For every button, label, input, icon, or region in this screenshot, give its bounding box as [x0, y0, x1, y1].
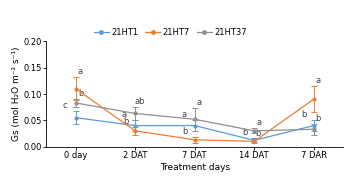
X-axis label: Treatment days: Treatment days	[160, 163, 230, 172]
Text: b: b	[123, 117, 129, 126]
Text: b: b	[242, 128, 247, 137]
Y-axis label: Gs (mol H₂O m⁻² s⁻¹): Gs (mol H₂O m⁻² s⁻¹)	[12, 47, 21, 141]
Text: b: b	[78, 89, 83, 98]
Text: b: b	[302, 110, 307, 119]
Text: a: a	[78, 67, 83, 76]
Text: c: c	[63, 101, 67, 110]
Text: a: a	[197, 98, 202, 107]
Text: b: b	[183, 127, 188, 136]
Text: ab: ab	[135, 97, 145, 106]
Text: a: a	[316, 76, 321, 85]
Text: b: b	[255, 129, 261, 138]
Text: b: b	[316, 114, 321, 123]
Text: a: a	[182, 110, 187, 119]
Legend: 21HT1, 21HT7, 21HT37: 21HT1, 21HT7, 21HT37	[91, 25, 250, 40]
Text: a: a	[122, 110, 127, 119]
Text: a: a	[256, 118, 262, 127]
